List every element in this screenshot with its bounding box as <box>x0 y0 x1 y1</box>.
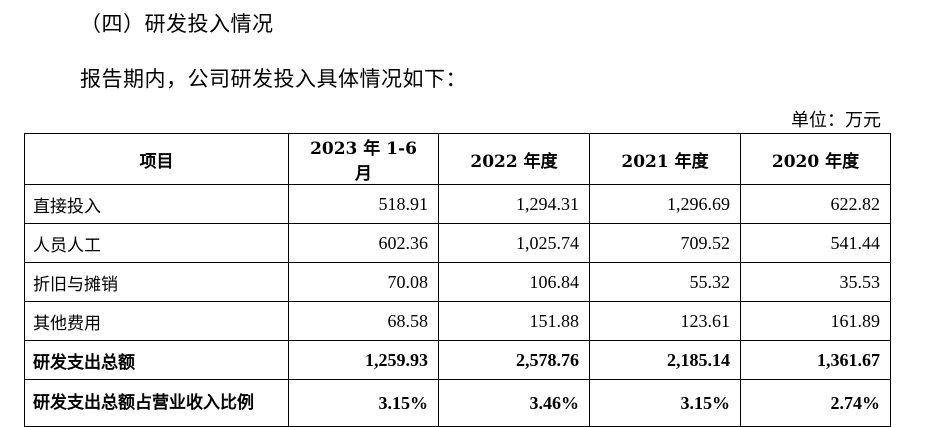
unit-label: 单位：万元 <box>791 110 881 131</box>
cell-value: 709.52 <box>589 223 741 263</box>
cell-value: 2.74% <box>740 379 891 427</box>
row-label: 其他费用 <box>24 301 289 341</box>
rd-investment-table: 项目 2023 年 1-6 月 2022 年度 2021 年度 2020 年度 … <box>24 133 891 427</box>
intro-text: 报告期内，公司研发投入具体情况如下： <box>80 67 467 91</box>
cell-value: 1,361.67 <box>740 340 891 380</box>
header-2021: 2021 年度 <box>589 133 741 185</box>
cell-value: 2,185.14 <box>589 340 741 380</box>
cell-value: 622.82 <box>740 184 891 224</box>
table-row: 其他费用 68.58 151.88 123.61 161.89 <box>24 301 891 341</box>
cell-value: 1,025.74 <box>438 223 590 263</box>
table-row: 人员人工 602.36 1,025.74 709.52 541.44 <box>24 223 891 263</box>
header-2022: 2022 年度 <box>438 133 590 185</box>
table-row-total: 研发支出总额 1,259.93 2,578.76 2,185.14 1,361.… <box>24 340 891 380</box>
cell-value: 1,259.93 <box>288 340 439 380</box>
row-label: 研发支出总额占营业收入比例 <box>24 379 289 427</box>
header-2020: 2020 年度 <box>740 133 891 185</box>
row-label: 直接投入 <box>24 184 289 224</box>
cell-value: 70.08 <box>288 262 439 302</box>
cell-value: 1,296.69 <box>589 184 741 224</box>
cell-value: 161.89 <box>740 301 891 341</box>
cell-value: 1,294.31 <box>438 184 590 224</box>
table-row: 折旧与摊销 70.08 106.84 55.32 35.53 <box>24 262 891 302</box>
cell-value: 602.36 <box>288 223 439 263</box>
cell-value: 55.32 <box>589 262 741 302</box>
header-2023h1: 2023 年 1-6 月 <box>288 133 439 185</box>
cell-value: 123.61 <box>589 301 741 341</box>
header-item: 项目 <box>24 133 289 185</box>
row-label: 研发支出总额 <box>24 340 289 380</box>
table-row: 直接投入 518.91 1,294.31 1,296.69 622.82 <box>24 184 891 224</box>
cell-value: 3.46% <box>438 379 590 427</box>
cell-value: 68.58 <box>288 301 439 341</box>
cell-value: 106.84 <box>438 262 590 302</box>
row-label: 折旧与摊销 <box>24 262 289 302</box>
table-header-row: 项目 2023 年 1-6 月 2022 年度 2021 年度 2020 年度 <box>24 133 891 185</box>
cell-value: 3.15% <box>288 379 439 427</box>
cell-value: 2,578.76 <box>438 340 590 380</box>
cell-value: 151.88 <box>438 301 590 341</box>
cell-value: 541.44 <box>740 223 891 263</box>
cell-value: 3.15% <box>589 379 741 427</box>
section-title: （四）研发投入情况 <box>80 12 274 36</box>
cell-value: 518.91 <box>288 184 439 224</box>
row-label: 人员人工 <box>24 223 289 263</box>
cell-value: 35.53 <box>740 262 891 302</box>
table-row-ratio: 研发支出总额占营业收入比例 3.15% 3.46% 3.15% 2.74% <box>24 379 891 427</box>
